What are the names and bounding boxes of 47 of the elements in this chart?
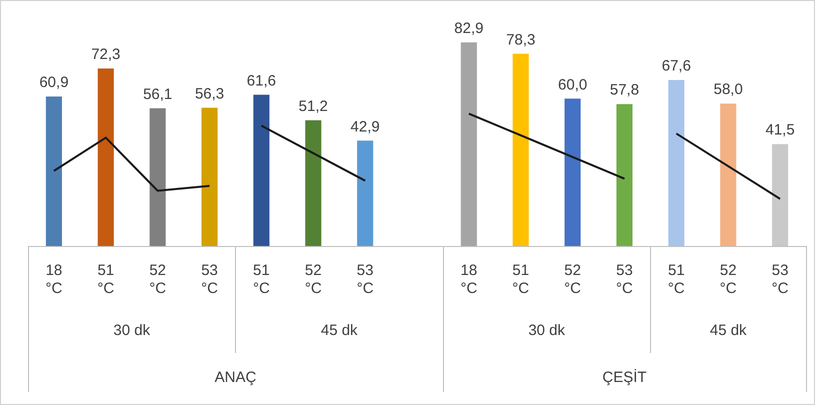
x-tick-label: 52 °C: [564, 262, 582, 298]
data-label: 60,0: [558, 76, 588, 94]
x-tick-label: 53 °C: [356, 262, 374, 298]
bar: [253, 94, 270, 246]
bar: [616, 104, 633, 246]
bar: [720, 104, 736, 246]
x-tick-label: 52 °C: [149, 262, 166, 298]
text: 45 dk: [710, 322, 748, 340]
x-tick-label: 51 °C: [512, 262, 530, 298]
bar: [357, 140, 374, 246]
x-tick-label: 51 °C: [252, 262, 270, 298]
bar: [201, 108, 218, 246]
data-label: 51,2: [298, 98, 328, 115]
bar: [98, 68, 114, 246]
data-label: 61,6: [246, 72, 276, 90]
data-label: 67,6: [662, 58, 691, 75]
bar: [46, 96, 62, 246]
data-label: 58,0: [714, 81, 743, 98]
data-label: 57,8: [610, 82, 640, 99]
data-label: 56,3: [194, 85, 224, 102]
x-tick-label: 52 °C: [304, 262, 322, 298]
x-tick-label: 51 °C: [97, 262, 114, 298]
x-tick-label: 53 °C: [772, 262, 789, 298]
data-label: 41,5: [765, 122, 795, 139]
x-tick-label: 18 °C: [460, 262, 478, 298]
text: ANAÇ: [214, 369, 256, 386]
x-tick-label: 18 °C: [46, 262, 63, 298]
x-tick-label: 51 °C: [668, 262, 685, 298]
data-label: 72,3: [91, 46, 120, 64]
text: 30 dk: [113, 322, 151, 340]
data-label: 78,3: [506, 31, 536, 48]
bar: [150, 108, 166, 246]
data-label: 42,9: [350, 118, 380, 136]
x-tick-label: 53 °C: [616, 262, 634, 298]
x-tick-label: 52 °C: [720, 262, 737, 298]
text: 45 dk: [320, 322, 358, 340]
bar: [512, 54, 529, 246]
bar: [564, 98, 581, 246]
data-label: 82,9: [454, 20, 484, 38]
x-tick-label: 53 °C: [201, 262, 218, 298]
text: 30 dk: [528, 322, 566, 340]
bar: [460, 42, 477, 246]
bar: [305, 120, 322, 246]
data-label: 60,9: [39, 74, 69, 92]
bar: [668, 80, 684, 246]
data-label: 56,1: [143, 86, 172, 103]
text: ÇEŞİT: [602, 368, 647, 386]
